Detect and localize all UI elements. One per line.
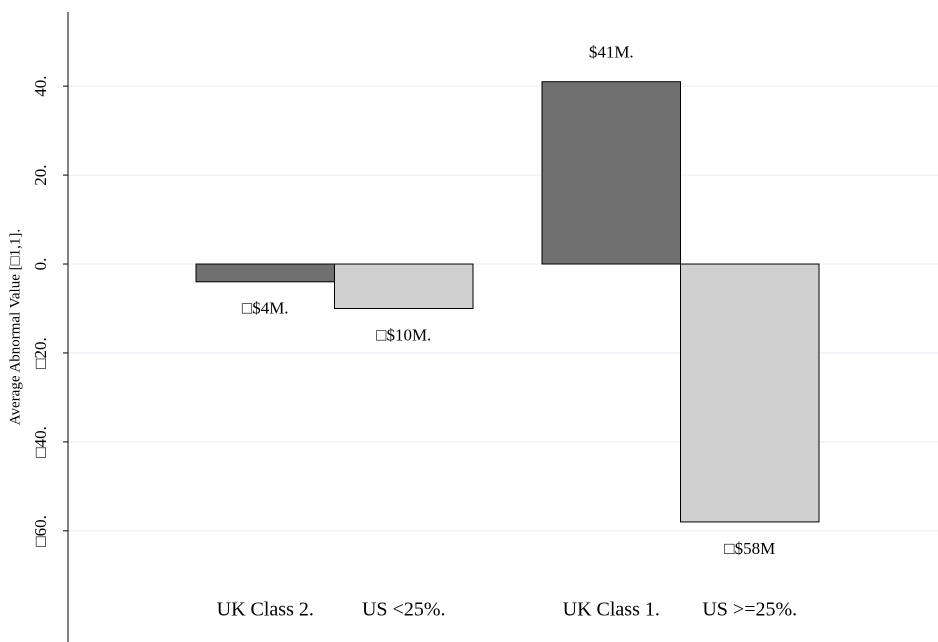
x-tick-label: UK Class 2. xyxy=(217,599,314,621)
y-tick-label: □40. xyxy=(31,426,50,458)
y-tick-label: 0. xyxy=(31,258,50,271)
y-tick-label: □60. xyxy=(31,515,50,547)
x-tick-label: UK Class 1. xyxy=(563,599,660,621)
value-label: $41M. xyxy=(589,43,634,62)
x-tick-label: US <25%. xyxy=(362,599,446,621)
bar xyxy=(334,263,474,309)
y-tick-label: □20. xyxy=(31,337,50,369)
y-tick-label: 20. xyxy=(31,164,50,185)
y-tick-label: 40. xyxy=(31,76,50,97)
y-axis-label: Average Abnormal Value [□1,1]. xyxy=(7,229,23,425)
value-label: □$4M. xyxy=(242,299,289,318)
bar xyxy=(195,263,335,283)
value-label: □$10M. xyxy=(376,325,431,344)
bar xyxy=(680,263,820,523)
bar xyxy=(541,81,681,265)
x-tick-label: US >=25%. xyxy=(702,599,797,621)
value-label: □$58M xyxy=(724,539,775,558)
